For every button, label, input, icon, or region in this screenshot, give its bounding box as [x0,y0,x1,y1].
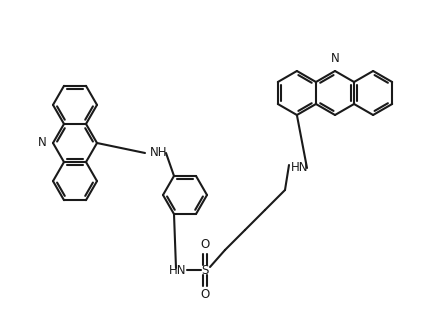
Text: NH: NH [150,147,167,159]
Text: O: O [200,238,209,252]
Text: HN: HN [290,161,308,174]
Text: N: N [330,52,338,65]
Text: HN: HN [169,263,186,277]
Text: O: O [200,289,209,301]
Text: N: N [38,136,47,150]
Text: S: S [201,263,208,277]
